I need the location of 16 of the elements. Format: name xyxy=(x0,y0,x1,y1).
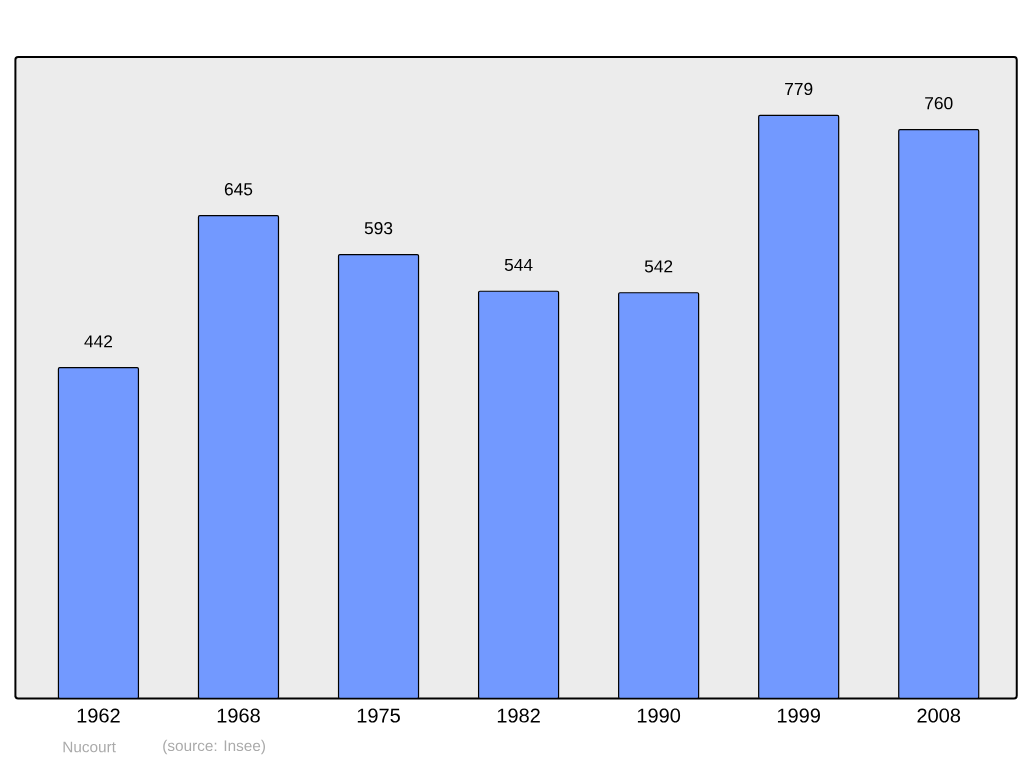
data-label: 760 xyxy=(925,97,953,110)
x-tick-label: 1968 xyxy=(217,708,260,723)
data-label: 779 xyxy=(785,82,813,96)
data-label: 542 xyxy=(644,260,673,273)
text: Nucourt xyxy=(63,741,116,753)
x-tick-label: 1999 xyxy=(777,708,820,723)
text: (source: Insee) xyxy=(163,739,265,755)
data-label: 442 xyxy=(84,335,113,348)
data-label: 593 xyxy=(364,222,393,235)
x-tick-label: 1975 xyxy=(357,708,400,723)
x-tick-label: 1982 xyxy=(497,708,540,723)
data-label: 645 xyxy=(224,183,253,196)
data-label: 544 xyxy=(504,258,533,271)
x-tick-label: 1962 xyxy=(77,708,120,723)
x-tick-label: 1990 xyxy=(637,708,681,723)
x-tick-label: 2008 xyxy=(917,708,961,723)
